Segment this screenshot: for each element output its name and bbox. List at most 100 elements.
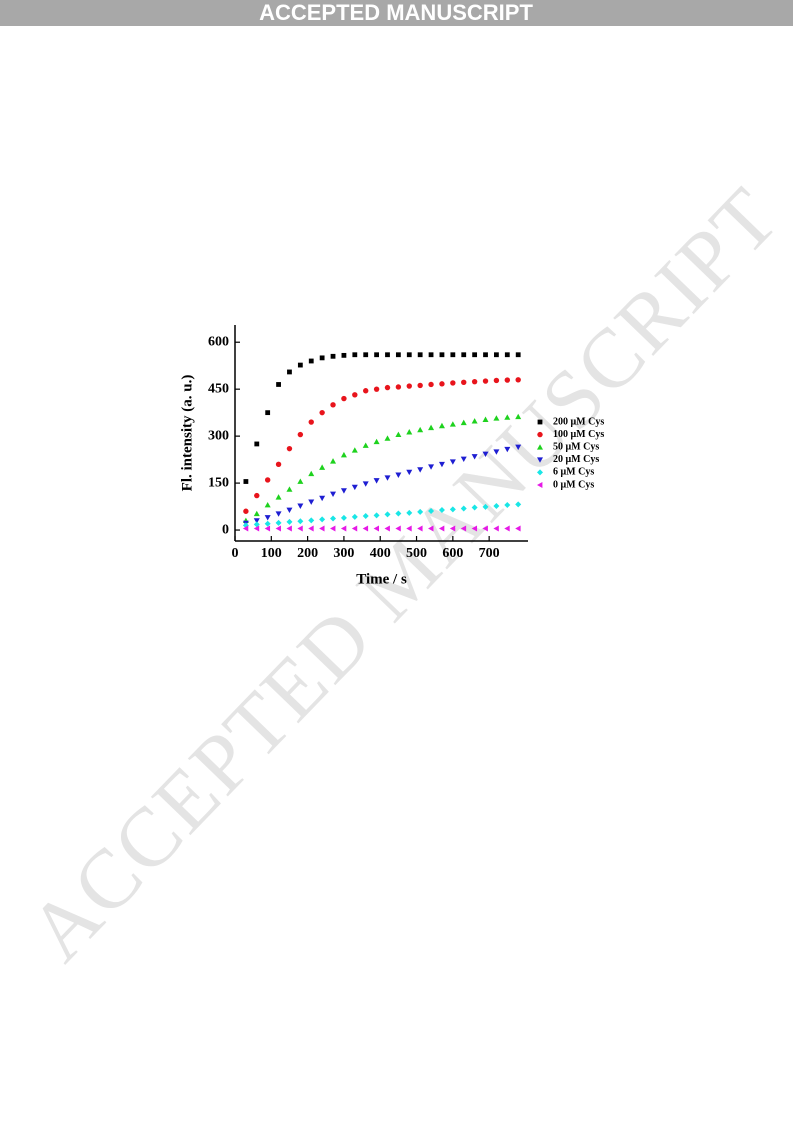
point: [417, 382, 423, 389]
x-tick-label: 200: [297, 546, 318, 561]
point: [264, 515, 271, 521]
point: [406, 383, 412, 389]
point: [471, 418, 478, 424]
point: [428, 464, 435, 470]
point: [395, 525, 401, 532]
point: [275, 525, 281, 532]
x-tick-label: 400: [370, 546, 391, 561]
point: [340, 514, 347, 521]
point: [460, 525, 467, 532]
legend-label: 50 μM Cys: [553, 441, 599, 452]
point: [330, 491, 337, 498]
point: [243, 479, 249, 484]
x-tick-label: 300: [333, 546, 354, 561]
point: [254, 492, 260, 499]
point: [340, 451, 347, 458]
point: [385, 352, 390, 358]
point: [428, 352, 434, 358]
legend-label: 100 μM Cys: [553, 429, 604, 440]
point: [384, 435, 391, 441]
legend-marker: [537, 469, 543, 476]
point: [482, 525, 488, 532]
point: [363, 388, 369, 394]
legend-marker: [537, 482, 543, 488]
point: [471, 525, 478, 532]
point: [362, 512, 369, 519]
point: [308, 525, 314, 532]
point: [362, 481, 369, 487]
x-axis-label: Time / s: [356, 571, 407, 587]
point: [362, 525, 369, 532]
point: [319, 464, 326, 470]
y-tick-label: 450: [208, 381, 229, 396]
point: [287, 369, 292, 375]
point: [504, 502, 511, 508]
point: [515, 525, 521, 532]
point: [297, 478, 304, 484]
point: [265, 410, 271, 416]
point: [449, 421, 456, 427]
point: [275, 511, 282, 517]
point: [319, 409, 325, 416]
legend-marker: [537, 457, 543, 463]
point: [504, 352, 510, 358]
point: [515, 444, 522, 451]
point: [449, 459, 456, 465]
point: [319, 495, 326, 502]
point: [308, 499, 315, 505]
point: [264, 520, 271, 527]
point: [308, 419, 314, 425]
point: [253, 525, 260, 532]
point: [460, 505, 467, 512]
point: [319, 516, 326, 523]
point: [330, 458, 337, 464]
point: [406, 429, 413, 435]
point: [515, 413, 522, 420]
point: [352, 392, 358, 398]
point: [471, 454, 478, 460]
point: [297, 503, 304, 509]
point: [417, 508, 424, 515]
point: [406, 525, 412, 532]
point: [482, 378, 489, 384]
point: [428, 424, 435, 431]
point: [384, 384, 391, 391]
legend-label: 200 μM Cys: [553, 416, 604, 427]
point: [373, 512, 380, 519]
point: [286, 445, 293, 452]
point: [308, 358, 314, 364]
point: [438, 422, 445, 429]
point: [264, 525, 271, 532]
point: [471, 504, 478, 511]
point: [406, 509, 413, 516]
point: [428, 381, 434, 388]
x-tick-label: 500: [406, 546, 427, 561]
point: [297, 525, 303, 532]
point: [395, 431, 402, 437]
point: [483, 352, 488, 358]
point: [461, 352, 467, 358]
point: [286, 507, 293, 514]
point: [341, 395, 347, 402]
point: [373, 386, 380, 392]
point: [286, 525, 292, 532]
point: [374, 352, 379, 358]
point: [384, 525, 390, 532]
point: [461, 379, 467, 385]
point: [384, 475, 391, 481]
point: [406, 469, 413, 476]
point: [341, 352, 347, 358]
point: [449, 506, 456, 513]
point: [450, 352, 456, 358]
point: [395, 384, 402, 390]
point: [417, 525, 423, 532]
x-tick-label: 700: [479, 546, 500, 561]
point: [493, 525, 499, 532]
point: [504, 525, 510, 532]
point: [253, 518, 260, 524]
x-tick-label: 0: [232, 546, 239, 561]
point: [297, 431, 304, 438]
point: [428, 525, 434, 532]
point: [515, 377, 521, 383]
